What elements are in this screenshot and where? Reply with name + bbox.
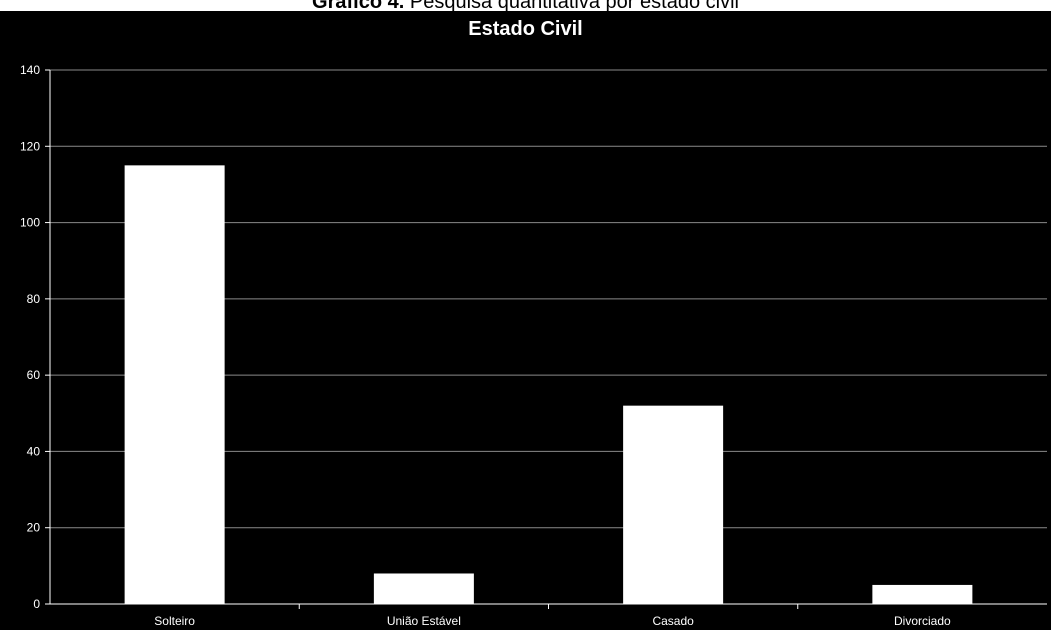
chart-area: Estado Civil 0 20 40 60 80 100 120 140 Solteiro U… xyxy=(0,11,1051,630)
bar-1 xyxy=(373,573,474,604)
y-tick-label: 60 xyxy=(27,368,41,382)
bar-3 xyxy=(872,584,973,604)
y-tick-label: 40 xyxy=(27,444,41,458)
bar-chart: 0 20 40 60 80 100 120 140 Solteiro União Estável C… xyxy=(20,63,1047,628)
x-tick-label: Solteiro xyxy=(154,614,195,628)
figure-caption: Gráfico 4. Pesquisa quantitativa por est… xyxy=(0,0,1051,13)
y-tick-label: 20 xyxy=(27,521,41,535)
x-tick-label: Casado xyxy=(652,614,694,628)
chart-title: Estado Civil xyxy=(468,18,583,40)
y-tick-label: 140 xyxy=(20,63,40,77)
caption-label: Gráfico 4. xyxy=(312,0,405,13)
x-tick-label: Divorciado xyxy=(894,614,951,628)
y-tick-label: 80 xyxy=(27,292,41,306)
y-tick-label: 120 xyxy=(20,139,40,153)
x-tick-label: União Estável xyxy=(387,614,461,628)
y-tick-label: 100 xyxy=(20,216,40,230)
bar-2 xyxy=(623,405,724,604)
y-tick-label: 0 xyxy=(33,597,40,611)
bar-0 xyxy=(124,165,225,604)
caption-text: Pesquisa quantitativa por estado civil xyxy=(404,0,739,13)
